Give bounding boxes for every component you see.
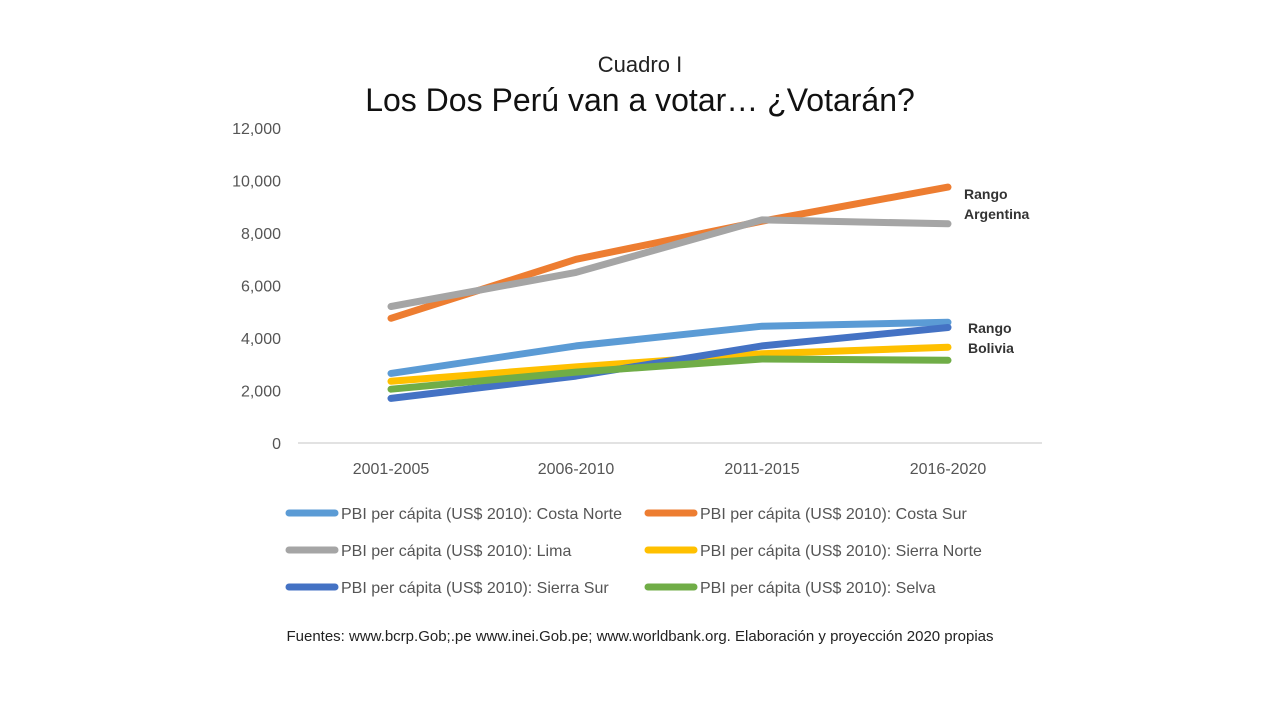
legend-entry: PBI per cápita (US$ 2010): Costa Norte xyxy=(341,506,622,523)
y-tick-label: 4,000 xyxy=(241,331,281,348)
x-axis-ticks: 2001-2005 2006-2010 2011-2015 2016-2020 xyxy=(353,461,987,478)
series-line xyxy=(387,216,952,310)
series-line xyxy=(387,183,952,322)
legend-entry: PBI per cápita (US$ 2010): Selva xyxy=(700,580,936,597)
annotation-label: Argentina xyxy=(964,206,1030,222)
y-axis-ticks: 0 2,000 4,000 6,000 8,000 10,000 12,000 xyxy=(232,121,281,453)
annotation-label: Rango xyxy=(964,186,1008,202)
annotations: Rango Argentina Rango Bolivia xyxy=(964,186,1030,356)
x-tick-label: 2016-2020 xyxy=(910,461,987,478)
series-line xyxy=(387,355,952,393)
y-tick-label: 10,000 xyxy=(232,174,281,191)
y-tick-label: 8,000 xyxy=(241,226,281,243)
y-tick-label: 0 xyxy=(272,436,281,453)
series-lines xyxy=(387,183,952,402)
annotation-label: Rango xyxy=(968,320,1012,336)
series-line xyxy=(387,324,952,402)
legend-entry: PBI per cápita (US$ 2010): Sierra Sur xyxy=(341,580,609,597)
line-chart: 0 2,000 4,000 6,000 8,000 10,000 12,000 2001-2… xyxy=(232,121,1042,597)
y-tick-label: 2,000 xyxy=(241,384,281,401)
y-tick-label: 6,000 xyxy=(241,279,281,296)
x-tick-label: 2001-2005 xyxy=(353,461,430,478)
source-note: Fuentes: www.bcrp.Gob;.pe www.inei.Gob.p… xyxy=(286,628,994,645)
chart-subtitle: Cuadro I xyxy=(597,52,683,77)
chart-title: Los Dos Perú van a votar… ¿Votarán? xyxy=(365,82,915,118)
legend-entry: PBI per cápita (US$ 2010): Costa Sur xyxy=(700,506,967,523)
x-tick-label: 2006-2010 xyxy=(538,461,615,478)
legend: PBI per cápita (US$ 2010): Costa Norte PB… xyxy=(285,506,982,597)
annotation-label: Bolivia xyxy=(968,340,1014,356)
legend-entry: PBI per cápita (US$ 2010): Lima xyxy=(341,543,571,560)
x-tick-label: 2011-2015 xyxy=(724,461,799,478)
y-tick-label: 12,000 xyxy=(232,121,281,138)
series-line xyxy=(387,318,952,377)
legend-entry: PBI per cápita (US$ 2010): Sierra Norte xyxy=(700,543,982,560)
